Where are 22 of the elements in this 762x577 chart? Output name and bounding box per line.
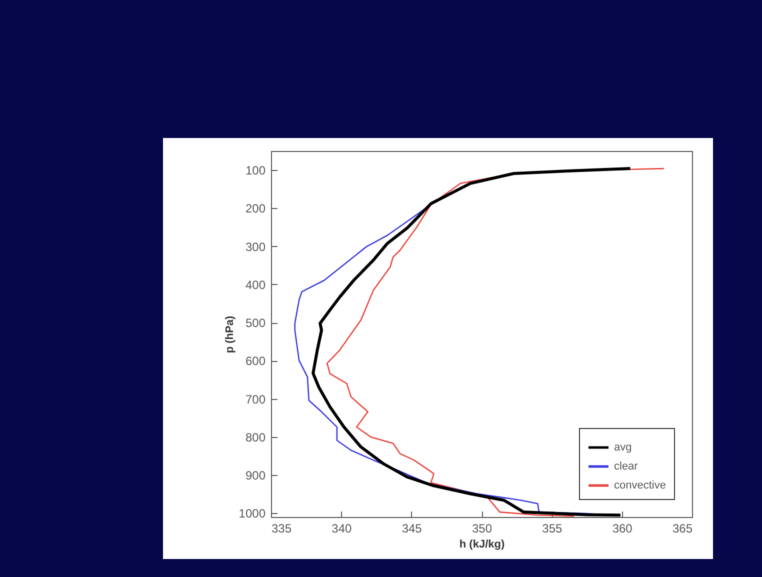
legend-label: avg (614, 442, 632, 454)
y-tick-label: 300 (245, 240, 266, 254)
y-tick-label: 100 (245, 164, 266, 178)
x-tick-label: 360 (612, 522, 633, 536)
y-tick-label: 1000 (238, 506, 266, 521)
x-tick-label: 365 (672, 522, 693, 536)
y-tick-label: 900 (245, 468, 266, 483)
x-tick-label: 350 (472, 522, 492, 536)
x-tick-label: 335 (272, 522, 292, 536)
y-tick-label: 800 (245, 430, 266, 444)
y-tick-label: 600 (245, 354, 266, 368)
y-tick-label: 700 (245, 392, 266, 406)
y-tick-label: 200 (245, 202, 266, 216)
y-tick-label: 500 (245, 316, 266, 330)
y-axis-title: p (hPa) (224, 316, 236, 354)
x-tick-label: 355 (542, 522, 562, 536)
legend-label: clear (614, 460, 638, 472)
x-tick-label: 345 (402, 522, 422, 536)
legend-label: convective (614, 480, 666, 492)
x-axis-title: h (kJ/kg) (459, 538, 505, 550)
y-tick-label: 400 (245, 278, 266, 292)
x-tick-label: 340 (332, 522, 352, 536)
